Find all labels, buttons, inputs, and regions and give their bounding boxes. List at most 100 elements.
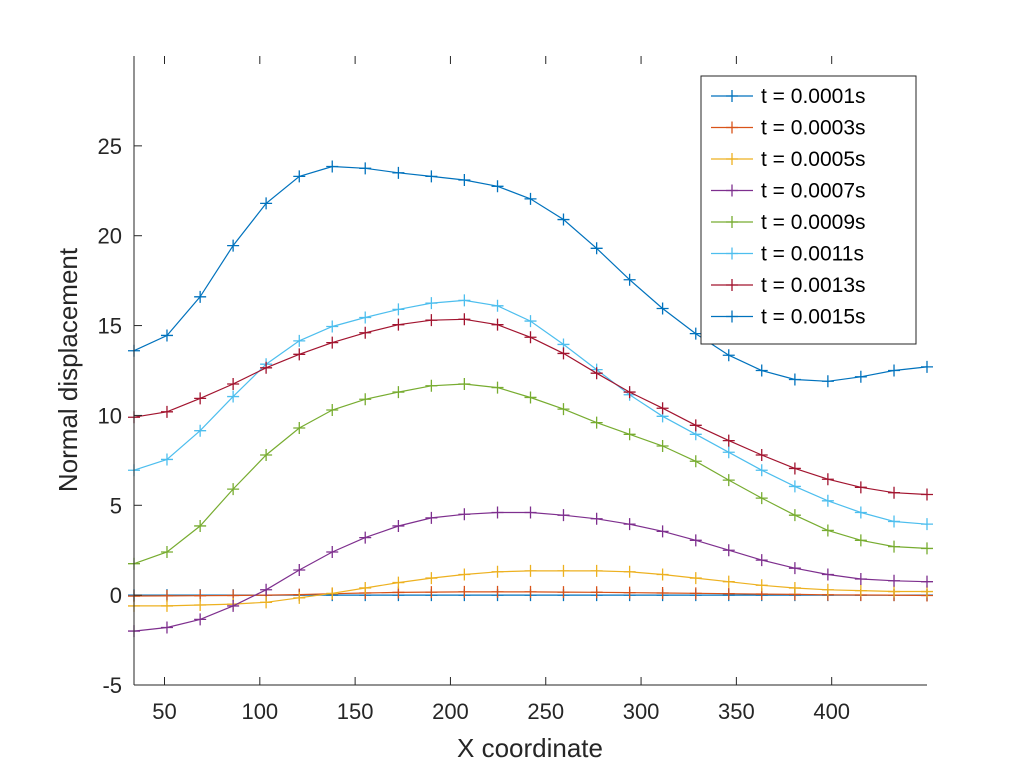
series-7-point — [821, 473, 834, 486]
series-2-point — [623, 586, 636, 599]
series-8-point — [689, 327, 702, 340]
legend-swatch-marker — [726, 184, 738, 197]
x-tick-label: 350 — [718, 699, 755, 724]
series-6-point — [293, 334, 306, 347]
series-7-point — [590, 367, 603, 380]
series-3-point — [326, 587, 339, 600]
series-8-point — [656, 302, 669, 315]
series-5-point — [260, 448, 273, 461]
series-2-point — [557, 586, 570, 599]
legend-label: t = 0.0013s — [761, 274, 866, 297]
series-5-point — [326, 404, 339, 417]
series-2-point — [458, 585, 471, 598]
series-8-point — [359, 162, 372, 175]
series-7-point — [260, 361, 273, 374]
series-2-point — [722, 587, 735, 600]
series-4-point — [326, 546, 339, 559]
series-3-point — [722, 575, 735, 588]
y-tick-label: 25 — [98, 134, 122, 159]
series-5-point — [194, 519, 207, 532]
y-tick-label: 15 — [98, 314, 122, 339]
series-3-point — [854, 584, 867, 597]
series-7-point — [326, 336, 339, 349]
series-8-point — [392, 166, 405, 179]
series-5-point — [293, 422, 306, 435]
x-tick-label: 250 — [527, 699, 564, 724]
series-4-point — [293, 563, 306, 576]
legend-swatch-marker — [726, 90, 738, 102]
y-axis-label: Normal displacement — [53, 247, 83, 492]
series-4-point — [458, 508, 471, 521]
series-3-point — [821, 583, 834, 596]
series-3-point — [557, 564, 570, 577]
series-5-point — [590, 416, 603, 429]
legend-entry-1: t = 0.0001s — [711, 85, 866, 108]
series-7-point — [623, 386, 636, 399]
series-6-point — [458, 294, 471, 307]
y-tick-label: 20 — [98, 224, 122, 249]
series-8-point — [755, 364, 768, 377]
series-6-point — [491, 299, 504, 312]
x-tick-label: 50 — [152, 699, 176, 724]
series-4-point — [888, 574, 901, 587]
series-4-point — [524, 506, 537, 519]
legend-label: t = 0.0003s — [761, 117, 866, 140]
series-8-point — [921, 360, 933, 373]
series-5-point — [491, 381, 504, 394]
series-7-point — [888, 486, 901, 499]
series-8-point — [888, 364, 901, 377]
series-7-point — [359, 326, 372, 339]
series-2-point — [656, 586, 669, 599]
series-8-point — [425, 170, 438, 183]
y-tick-label: 0 — [110, 583, 122, 608]
series-7-point — [722, 434, 735, 447]
series-6-point — [854, 506, 867, 519]
series-layer — [128, 160, 933, 638]
series-7-point — [392, 318, 405, 331]
series-4-point — [557, 509, 570, 522]
series-7-point — [491, 318, 504, 331]
series-3-point — [788, 581, 801, 594]
series-6-point — [821, 494, 834, 507]
series-6-point — [524, 315, 537, 328]
series-6-point — [788, 480, 801, 493]
series-3-point — [160, 599, 173, 612]
series-8-point — [458, 174, 471, 187]
series-8-point — [590, 242, 603, 255]
series-3-point — [293, 591, 306, 604]
series-5-point — [623, 428, 636, 441]
legend-label: t = 0.0001s — [761, 85, 866, 108]
series-5-point — [425, 379, 438, 392]
series-5-point — [921, 542, 933, 555]
series-8-point — [524, 192, 537, 205]
axes-layer — [133, 56, 927, 686]
series-7-point — [524, 331, 537, 344]
series-7-point — [557, 347, 570, 360]
series-4-point — [227, 599, 240, 612]
series-8-point — [623, 273, 636, 286]
series-5-point — [392, 386, 405, 399]
series-7-point — [755, 448, 768, 461]
legend-swatch-marker — [726, 247, 738, 260]
legend-label: t = 0.0009s — [761, 211, 866, 234]
series-6-point — [326, 320, 339, 333]
series-4-point — [392, 519, 405, 532]
series-3-point — [425, 572, 438, 585]
series-6-point — [921, 518, 933, 531]
tick-labels: 50 100 150 200 250 300 350 400 -5 0 5 10 15 20 25 — [98, 134, 851, 724]
series-6-point — [425, 297, 438, 310]
series-4-point — [821, 568, 834, 581]
legend-swatch-marker — [726, 121, 738, 134]
series-5-point — [359, 393, 372, 406]
legend-entry-5: t = 0.0009s — [711, 211, 866, 234]
series-8-point — [293, 170, 306, 183]
legend-entry-3: t = 0.0005s — [711, 148, 866, 171]
series-8-point — [260, 197, 273, 210]
series-5-point — [689, 455, 702, 468]
y-tick-label: -5 — [102, 673, 122, 698]
series-8-point — [491, 180, 504, 193]
series-6-point — [359, 311, 372, 324]
series-4-point — [921, 575, 933, 588]
series-5-point — [722, 474, 735, 487]
